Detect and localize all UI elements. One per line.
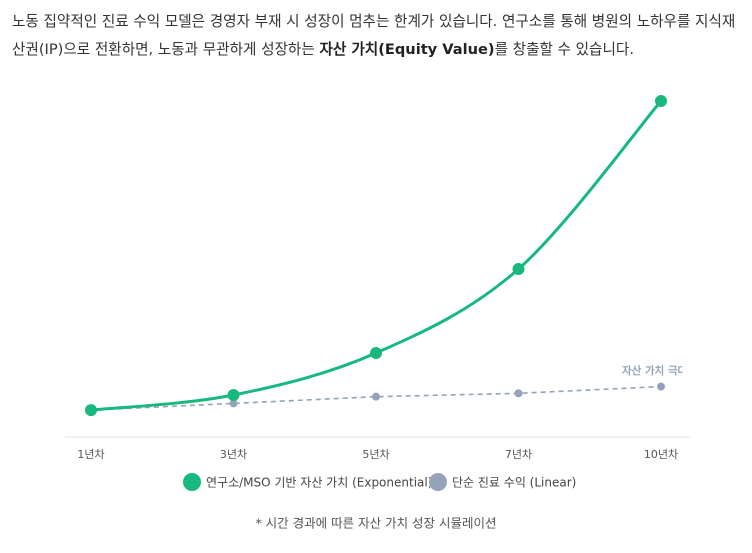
intro-text: 노동 집약적인 진료 수익 모델은 경영자 부재 시 성장이 멈추는 한계가 있… xyxy=(12,8,747,64)
legend-label: 연구소/MSO 기반 자산 가치 (Exponential) xyxy=(206,476,432,490)
data-point xyxy=(85,404,97,417)
intro-before: 노동 집약적인 진료 수익 모델은 경영자 부재 시 성장이 멈추는 한계가 있… xyxy=(12,13,736,58)
data-point xyxy=(227,389,240,401)
data-point xyxy=(657,382,665,391)
intro-after: 를 창출할 수 있습니다. xyxy=(494,41,634,58)
data-point xyxy=(512,263,525,275)
x-tick-label: 3년차 xyxy=(220,448,247,461)
data-point xyxy=(370,347,382,359)
footnote: * 시간 경과에 따른 자산 가치 성장 시뮬레이션 xyxy=(255,516,496,531)
data-point xyxy=(229,399,238,408)
legend-swatch xyxy=(183,473,201,491)
x-tick-label: 1년차 xyxy=(77,448,104,461)
x-tick-label: 7년차 xyxy=(505,448,532,461)
legend-label: 단순 진료 수익 (Linear) xyxy=(452,476,576,490)
series-line xyxy=(90,100,663,412)
data-point xyxy=(514,389,523,398)
x-tick-label: 10년차 xyxy=(644,448,678,461)
data-point xyxy=(372,392,380,401)
data-point xyxy=(655,95,667,107)
intro-bold: 자산 가치(Equity Value) xyxy=(319,41,495,58)
x-tick-label: 5년차 xyxy=(362,448,389,461)
legend-swatch xyxy=(429,473,447,491)
annotation: 자산 가치 극대화 xyxy=(622,364,697,377)
